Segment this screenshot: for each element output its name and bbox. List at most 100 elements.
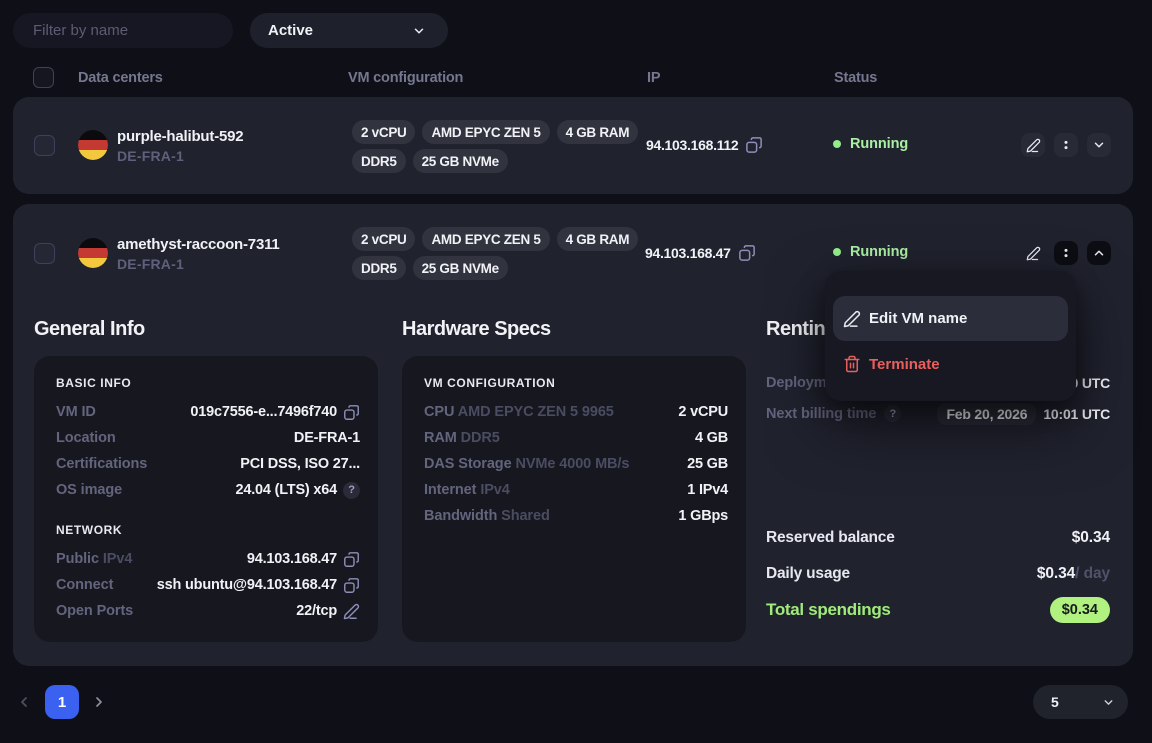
row-label: Next billing time ? [766, 405, 902, 422]
os-image-help-icon[interactable]: ? [343, 481, 360, 499]
general-info-title: General Info [34, 318, 145, 340]
vm-ip: 94.103.168.47 [645, 245, 731, 261]
edit-vm-name-button[interactable] [1021, 241, 1045, 265]
copy-ip-icon[interactable] [745, 136, 763, 154]
status-filter-select[interactable]: Active [250, 13, 448, 48]
general-info-card: BASIC INFO VM ID 019c7556-e...7496f740 L… [34, 356, 378, 642]
vm-location: DE-FRA-1 [117, 256, 184, 272]
row-value: $0.34/ day [1037, 565, 1110, 583]
vm-location: DE-FRA-1 [117, 148, 184, 164]
daily-usage-row: Daily usage $0.34/ day [766, 561, 1110, 586]
vm-name: purple-halibut-592 [117, 128, 244, 145]
page-size-value: 5 [1051, 694, 1059, 710]
germany-flag-icon [78, 238, 108, 268]
value-text: 94.103.168.47 [246, 551, 337, 567]
vm-name: amethyst-raccoon-7311 [117, 236, 280, 253]
vm-config-chips: 2 vCPU AMD EPYC ZEN 5 4 GB RAM [352, 120, 639, 144]
row-value: 019c7556-e...7496f740 [190, 404, 360, 421]
kebab-icon [1064, 140, 1068, 150]
label-suffix: IPv4 [102, 551, 133, 567]
menu-item-edit-vm-name[interactable]: Edit VM name [833, 296, 1068, 341]
network-heading: NETWORK [56, 523, 123, 537]
label-text: DAS Storage [424, 456, 512, 472]
vm-row-collapsed: purple-halibut-592 DE-FRA-1 2 vCPU AMD E… [13, 97, 1133, 194]
row-value: Feb 20, 2026 10:01 UTC [937, 402, 1110, 425]
trash-icon [843, 355, 861, 373]
edit-vm-name-button[interactable] [1021, 133, 1045, 157]
copy-ssh-icon[interactable] [343, 577, 360, 594]
row-value: 1 IPv4 [687, 482, 728, 498]
chip-vcpu: 2 vCPU [352, 227, 416, 251]
status-dot-icon [833, 248, 841, 256]
previous-page-icon[interactable] [16, 694, 32, 710]
column-header-vm-configuration: VM configuration [348, 70, 464, 86]
label-text: Bandwidth [424, 508, 498, 524]
chevron-down-icon [1094, 142, 1104, 148]
vm-ip-group: 94.103.168.112 [646, 136, 763, 154]
chip-ram-type: DDR5 [352, 256, 406, 280]
kebab-icon [1064, 248, 1068, 258]
cpu-row: CPU AMD EPYC ZEN 5 9965 2 vCPU [424, 399, 728, 425]
expand-row-button[interactable] [1087, 133, 1111, 157]
row-actions-menu: Edit VM name Terminate [825, 271, 1076, 401]
row-label: Location [56, 430, 116, 446]
total-spendings-badge: $0.34 [1049, 597, 1110, 623]
chip-cpu-model: AMD EPYC ZEN 5 [422, 120, 550, 144]
location-row: Location DE-FRA-1 [56, 425, 360, 451]
row-actions-kebab-button[interactable] [1054, 241, 1078, 265]
row-actions-kebab-button[interactable] [1054, 133, 1078, 157]
row-label: Internet IPv4 [424, 482, 510, 498]
row-value: 94.103.168.47 [247, 551, 360, 568]
row-label: OS image [56, 482, 123, 498]
row-checkbox[interactable] [34, 135, 55, 156]
page-number-button[interactable]: 1 [45, 685, 79, 719]
value-text: 24.04 (LTS) x64 [235, 482, 337, 498]
label-text: CPU [424, 404, 455, 420]
row-value: DE-FRA-1 [293, 430, 360, 446]
filter-input[interactable] [13, 13, 233, 48]
billing-time: 10:01 UTC [1043, 405, 1110, 422]
certifications-row: Certifications PCI DSS, ISO 27... [56, 451, 360, 477]
billing-help-icon[interactable]: ? [884, 405, 902, 422]
value-text: ssh ubuntu@94.103.168.47 [156, 577, 337, 593]
row-label: Bandwidth Shared [424, 508, 550, 524]
page-size-select[interactable]: 5 [1033, 685, 1128, 719]
row-checkbox[interactable] [34, 243, 55, 264]
hardware-specs-card: VM CONFIGURATION CPU AMD EPYC ZEN 5 9965… [402, 356, 746, 642]
row-value: $0.34 [1071, 528, 1110, 546]
menu-item-terminate[interactable]: Terminate [833, 341, 1068, 387]
value-suffix: / day [1075, 564, 1110, 582]
pencil-icon [1026, 138, 1040, 152]
chevron-up-icon [1094, 250, 1104, 256]
vm-config-chips: DDR5 25 GB NVMe [352, 256, 508, 280]
chip-vcpu: 2 vCPU [352, 120, 416, 144]
chevron-down-icon [1102, 696, 1115, 709]
vm-ip-group: 94.103.168.47 [645, 244, 756, 262]
row-value: 1 GBps [678, 508, 728, 524]
vm-configuration-heading: VM CONFIGURATION [424, 376, 556, 390]
basic-info-heading: BASIC INFO [56, 376, 132, 390]
next-page-icon[interactable] [91, 694, 107, 710]
select-all-checkbox[interactable] [33, 67, 54, 88]
copy-vm-id-icon[interactable] [343, 404, 360, 421]
ram-row: RAM DDR5 4 GB [424, 425, 728, 451]
row-value: 25 GB [687, 456, 728, 472]
label-text: RAM [424, 430, 457, 446]
copy-ip-icon[interactable] [738, 244, 756, 262]
chevron-down-icon [412, 24, 426, 38]
row-value: 4 GB [694, 430, 728, 446]
vm-ip: 94.103.168.112 [646, 137, 739, 153]
status-dot-icon [833, 140, 841, 148]
edit-ports-icon[interactable] [343, 603, 360, 620]
chip-cpu-model: AMD EPYC ZEN 5 [422, 227, 550, 251]
row-value: ssh ubuntu@94.103.168.47 [157, 577, 360, 594]
internet-row: Internet IPv4 1 IPv4 [424, 477, 728, 503]
chip-storage: 25 GB NVMe [412, 149, 508, 173]
column-header-status: Status [834, 70, 878, 86]
label-suffix: DDR5 [460, 430, 500, 446]
label-suffix: NVMe 4000 MB/s [515, 456, 630, 472]
bandwidth-row: Bandwidth Shared 1 GBps [424, 503, 728, 529]
collapse-row-button[interactable] [1087, 241, 1111, 265]
copy-public-ip-icon[interactable] [343, 551, 360, 568]
